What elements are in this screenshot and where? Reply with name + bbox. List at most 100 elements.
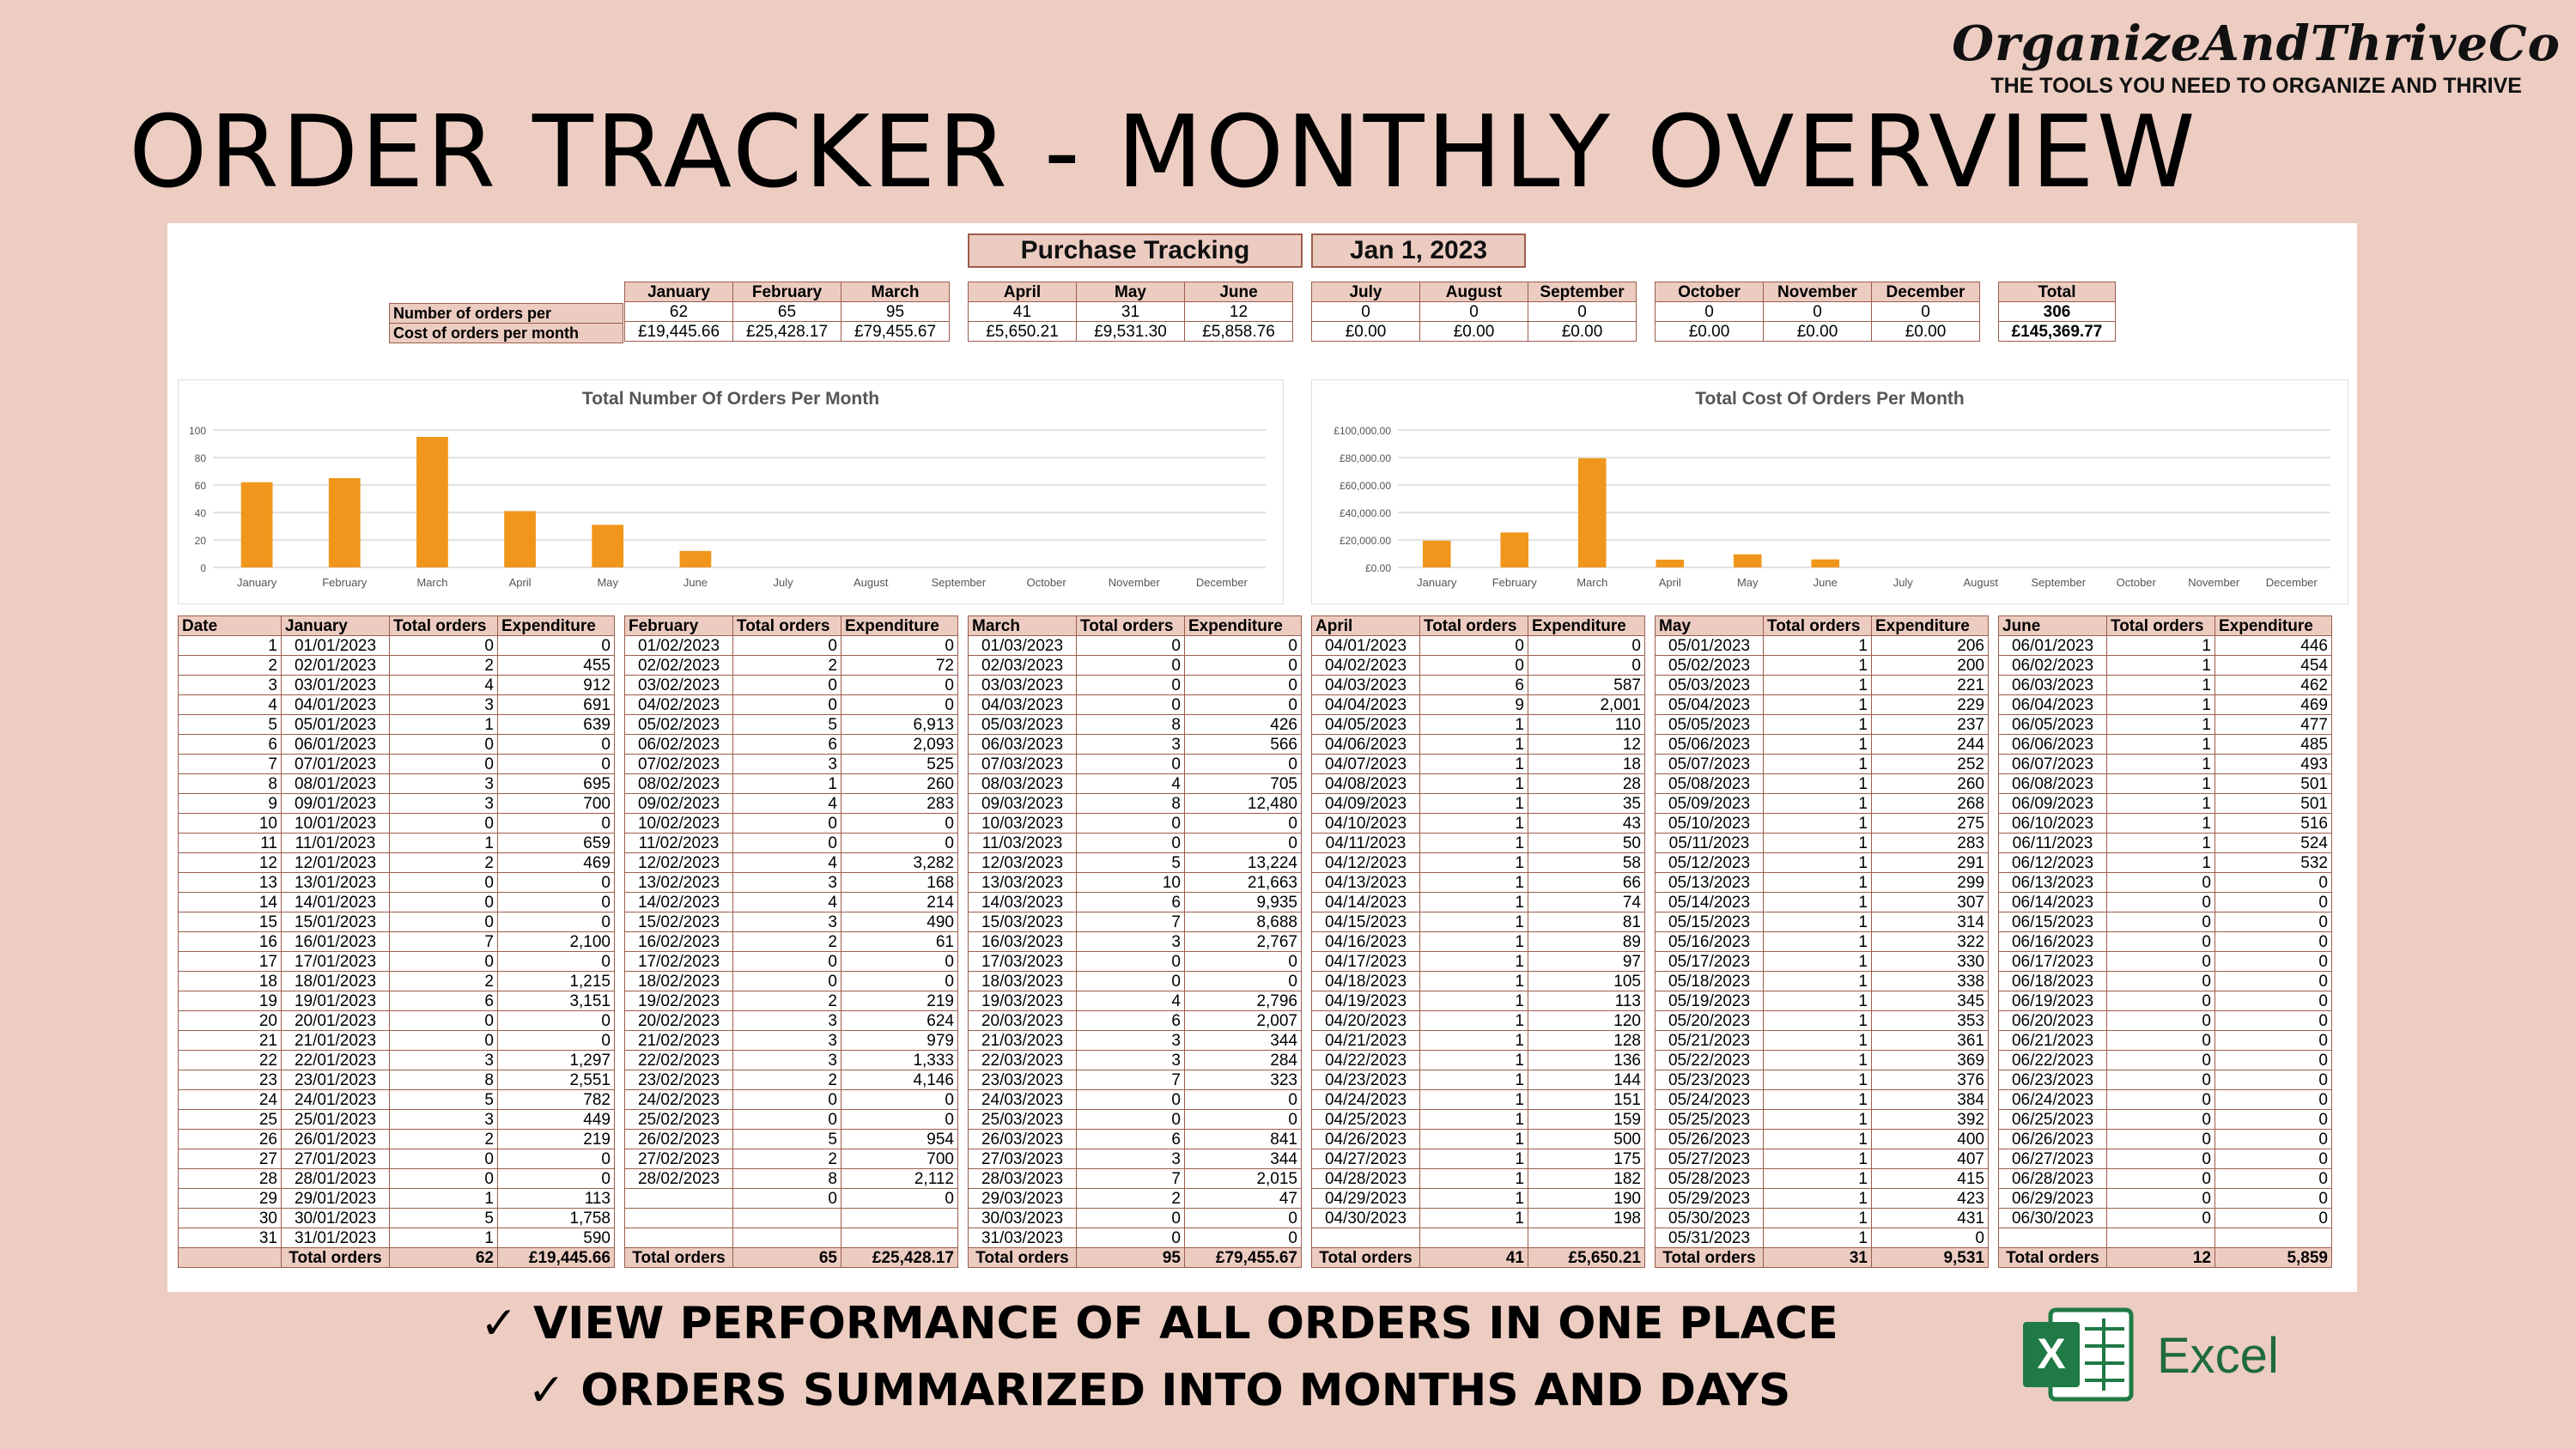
chart-bar-april — [504, 511, 536, 567]
daily-expenditure: 415 — [1871, 1168, 1989, 1189]
table-row: 04/21/2023 1 128 — [1311, 1030, 1645, 1051]
daily-expenditure: 221 — [1871, 675, 1989, 695]
table-row: 16/02/2023 2 61 — [624, 931, 958, 952]
daily-orders: 0 — [2106, 931, 2215, 952]
daily-expenditure: 0 — [2215, 1129, 2332, 1149]
daily-orders: 0 — [389, 1168, 498, 1189]
table-row: 04/26/2023 1 500 — [1311, 1129, 1645, 1149]
daily-expenditure: 469 — [2215, 694, 2332, 715]
chart-x-tick-label: October — [1026, 576, 1066, 589]
daily-orders: 8 — [732, 1168, 841, 1189]
daily-date: 04/05/2023 — [1311, 714, 1420, 735]
daily-date: 06/30/2023 — [1998, 1208, 2107, 1228]
table-row: 28 28/01/2023 0 0 — [178, 1168, 615, 1189]
chart-x-tick-label: September — [932, 576, 987, 589]
daily-expenditure: 659 — [497, 833, 615, 853]
daily-orders: 1 — [1419, 852, 1528, 873]
daily-expenditure: 1,297 — [497, 1050, 615, 1070]
daily-exp-header: Expenditure — [1528, 615, 1645, 636]
daily-expenditure: 136 — [1528, 1050, 1645, 1070]
daily-expenditure: 0 — [497, 635, 615, 656]
table-row: 05/18/2023 1 338 — [1655, 971, 1989, 991]
table-row: 22 22/01/2023 3 1,297 — [178, 1050, 615, 1070]
table-row: 06/24/2023 0 0 — [1998, 1089, 2332, 1110]
daily-expenditure: 524 — [2215, 833, 2332, 853]
day-index: 26 — [178, 1129, 282, 1149]
daily-date: 06/07/2023 — [1998, 754, 2107, 774]
table-row: 04/12/2023 1 58 — [1311, 852, 1645, 873]
daily-orders: 4 — [732, 892, 841, 912]
table-row: 04/13/2023 1 66 — [1311, 872, 1645, 893]
daily-orders-header: Total orders — [2106, 615, 2215, 636]
daily-date: 04/11/2023 — [1311, 833, 1420, 853]
daily-date: 31/03/2023 — [968, 1228, 1077, 1248]
daily-orders: 0 — [2106, 1208, 2215, 1228]
summary-table: January February March 62 65 95 £19,445.66 £25,… — [624, 282, 950, 342]
table-row: 04/23/2023 1 144 — [1311, 1070, 1645, 1090]
daily-orders: 3 — [389, 1050, 498, 1070]
table-row: 06/16/2023 0 0 — [1998, 931, 2332, 952]
daily-orders: 0 — [732, 813, 841, 834]
daily-orders: 1 — [1419, 872, 1528, 893]
daily-expenditure: 0 — [2215, 1188, 2332, 1209]
daily-date: 05/18/2023 — [1655, 971, 1764, 991]
daily-total-exp: £25,428.17 — [841, 1247, 958, 1268]
summary-orders-value: 0 — [1419, 301, 1528, 322]
daily-orders: 4 — [1076, 773, 1185, 794]
daily-expenditure: 66 — [1528, 872, 1645, 893]
day-index: 5 — [178, 714, 282, 735]
daily-orders: 3 — [732, 1010, 841, 1031]
daily-date: 18/03/2023 — [968, 971, 1077, 991]
table-row: 10 10/01/2023 0 0 — [178, 813, 615, 834]
daily-expenditure: 168 — [841, 872, 958, 893]
daily-date: 14/01/2023 — [281, 892, 390, 912]
table-row: 18 18/01/2023 2 1,215 — [178, 971, 615, 991]
daily-orders: 1 — [1763, 892, 1872, 912]
daily-orders: 1 — [1763, 1168, 1872, 1189]
table-row: 04/10/2023 1 43 — [1311, 813, 1645, 834]
summary-month-header: August — [1419, 282, 1528, 302]
daily-total-exp: £79,455.67 — [1184, 1247, 1302, 1268]
daily-expenditure: 3,151 — [497, 991, 615, 1011]
daily-date: 07/01/2023 — [281, 754, 390, 774]
chart-x-tick-label: January — [1417, 576, 1457, 589]
summary-cost-value: £9,531.30 — [1076, 321, 1185, 342]
table-row: 30 30/01/2023 5 1,758 — [178, 1208, 615, 1228]
daily-orders: 4 — [1076, 991, 1185, 1011]
daily-orders: 1 — [1763, 991, 1872, 1011]
daily-date: 30/01/2023 — [281, 1208, 390, 1228]
daily-date: 06/28/2023 — [1998, 1168, 2107, 1189]
daily-expenditure: 695 — [497, 773, 615, 794]
daily-expenditure: 0 — [1184, 675, 1302, 695]
daily-date: 04/17/2023 — [1311, 951, 1420, 972]
sheet-heading: Purchase Tracking — [968, 233, 1303, 268]
daily-date: 02/01/2023 — [281, 655, 390, 676]
daily-expenditure: 0 — [2215, 1109, 2332, 1130]
daily-orders: 7 — [1076, 912, 1185, 932]
table-row: 04/14/2023 1 74 — [1311, 892, 1645, 912]
daily-orders: 1 — [1763, 773, 1872, 794]
table-row: 23/03/2023 7 323 — [968, 1070, 1302, 1090]
daily-total-label: Total orders — [1655, 1247, 1764, 1268]
daily-expenditure: 268 — [1871, 793, 1989, 814]
daily-orders: 0 — [1076, 1089, 1185, 1110]
table-row: 17/02/2023 0 0 — [624, 951, 958, 972]
table-row: 22/02/2023 3 1,333 — [624, 1050, 958, 1070]
table-row: 05/07/2023 1 252 — [1655, 754, 1989, 774]
chart-x-tick-label: June — [1814, 576, 1838, 589]
table-row: 05/02/2023 5 6,913 — [624, 714, 958, 735]
daily-orders: 3 — [1076, 931, 1185, 952]
daily-date: 18/01/2023 — [281, 971, 390, 991]
daily-date: 10/01/2023 — [281, 813, 390, 834]
daily-expenditure: 782 — [497, 1089, 615, 1110]
daily-date: 19/03/2023 — [968, 991, 1077, 1011]
daily-expenditure: 345 — [1871, 991, 1989, 1011]
table-row: 05/21/2023 1 361 — [1655, 1030, 1989, 1051]
daily-orders: 1 — [1763, 734, 1872, 755]
daily-expenditure: 469 — [497, 852, 615, 873]
daily-expenditure: 0 — [1528, 655, 1645, 676]
daily-expenditure: 1,215 — [497, 971, 615, 991]
brand-name: OrganizeAndThriveCo — [1952, 15, 2561, 72]
day-index: 3 — [178, 675, 282, 695]
table-row: 04/05/2023 1 110 — [1311, 714, 1645, 735]
